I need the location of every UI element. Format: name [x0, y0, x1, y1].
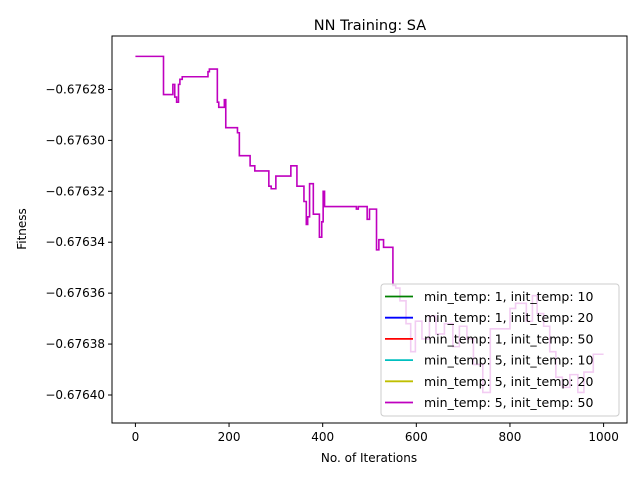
- legend-label: min_temp: 5, init_temp: 50: [424, 395, 593, 410]
- y-tick-label: −0.67628: [45, 82, 105, 96]
- y-axis: −0.67628 −0.67630 −0.67632 −0.67634 −0.67636…: [45, 82, 112, 402]
- y-tick-label: −0.67638: [45, 337, 105, 351]
- plot-frame: [111, 35, 628, 424]
- y-tick-label: −0.67640: [45, 388, 105, 402]
- x-axis: 0 200 400 600 800 1000: [132, 423, 619, 444]
- legend-label: min_temp: 1, init_temp: 10: [424, 289, 593, 304]
- x-tick-label: 800: [499, 430, 522, 444]
- legend-label: min_temp: 1, init_temp: 20: [424, 310, 593, 325]
- legend-label: min_temp: 1, init_temp: 50: [424, 331, 593, 346]
- x-tick-label: 200: [218, 430, 241, 444]
- legend-label: min_temp: 5, init_temp: 20: [424, 374, 593, 389]
- y-axis-label: Fitness: [15, 208, 29, 250]
- x-tick-label: 1000: [588, 430, 619, 444]
- y-tick-label: −0.67636: [45, 286, 105, 300]
- x-tick-label: 400: [311, 430, 334, 444]
- legend-label: min_temp: 5, init_temp: 10: [424, 353, 593, 368]
- y-tick-label: −0.67634: [45, 235, 105, 249]
- chart-title: NN Training: SA: [314, 18, 426, 34]
- legend: min_temp: 1, init_temp: 10 min_temp: 1, i…: [380, 283, 620, 417]
- x-tick-label: 0: [132, 430, 140, 444]
- y-tick-label: −0.67632: [45, 184, 105, 198]
- legend-box: [380, 283, 620, 417]
- y-tick-label: −0.67630: [45, 133, 105, 147]
- x-axis-label: No. of Iterations: [321, 451, 417, 465]
- x-tick-label: 600: [405, 430, 428, 444]
